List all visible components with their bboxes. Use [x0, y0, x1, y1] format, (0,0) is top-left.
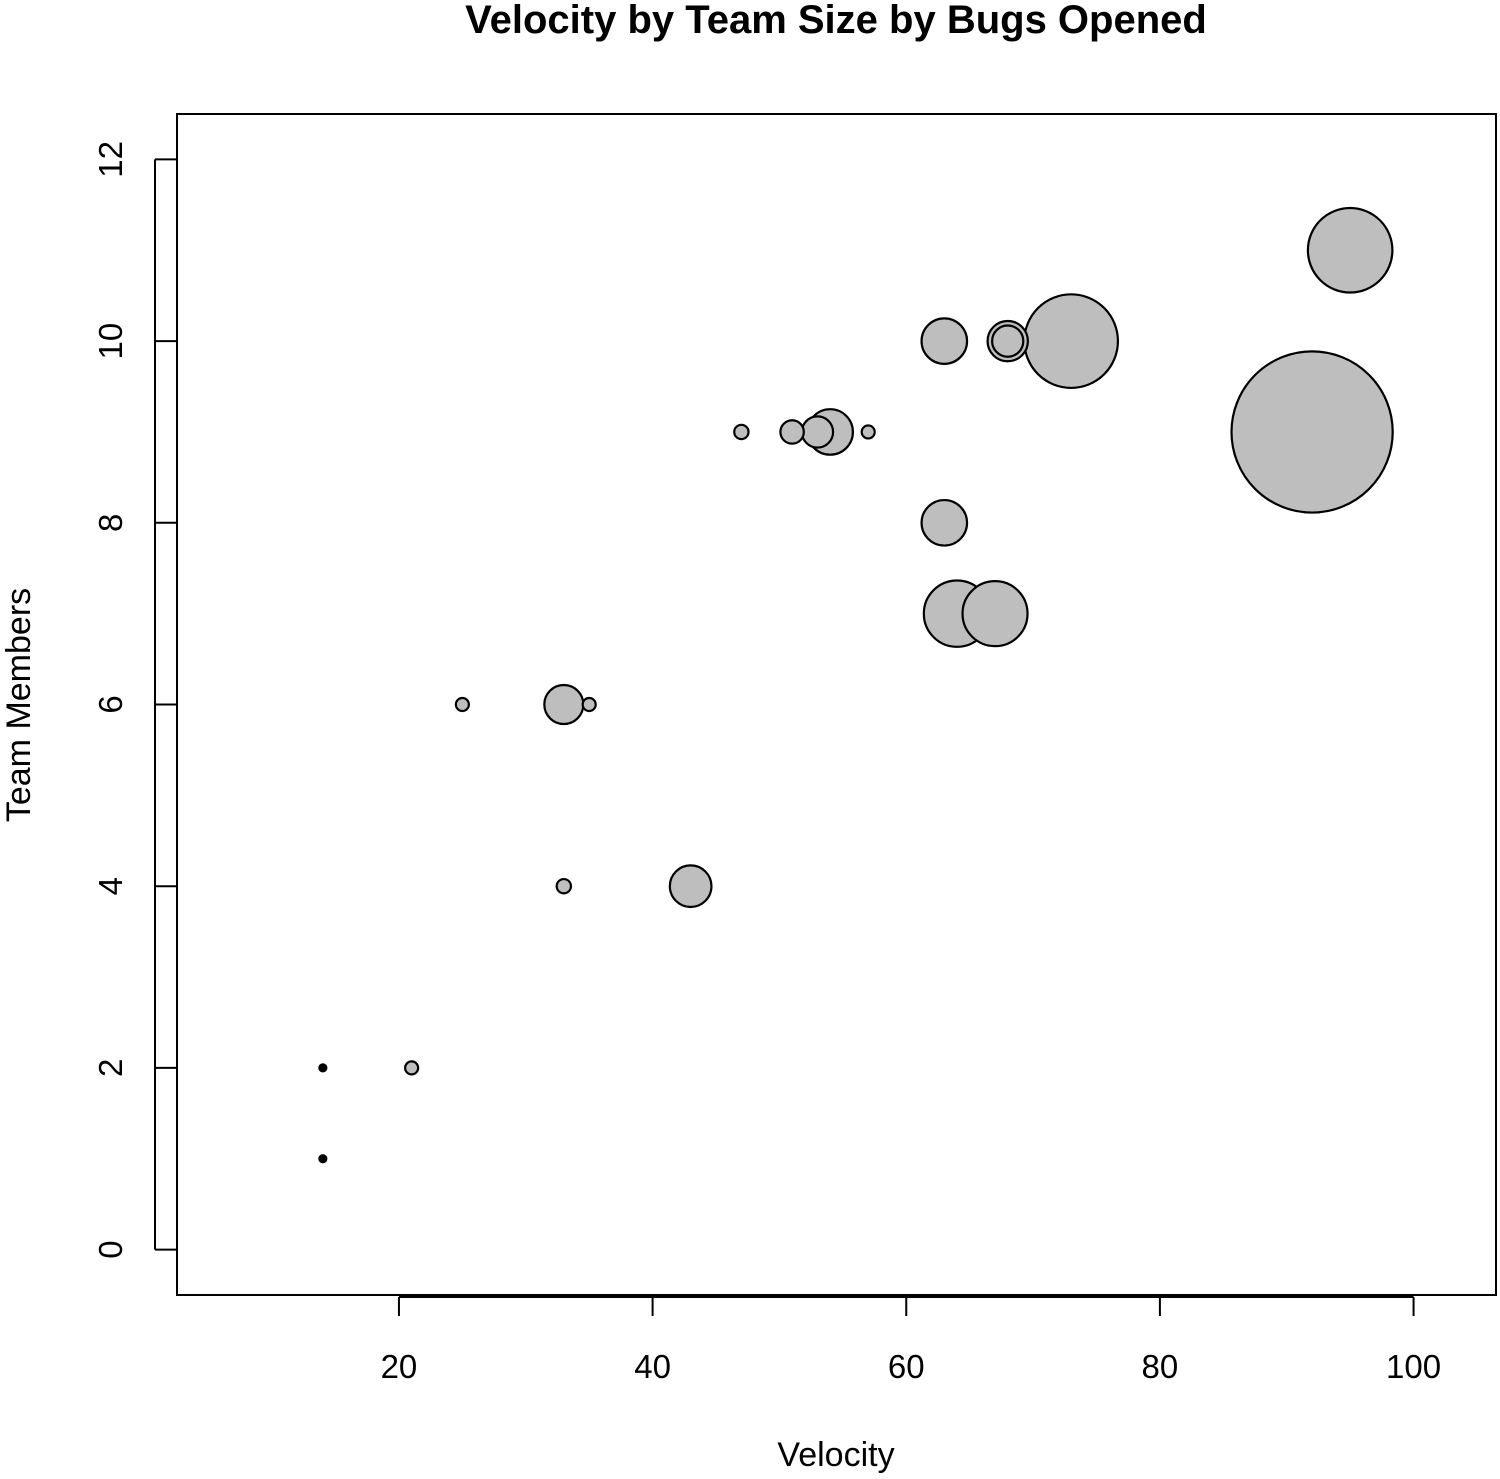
- x-tick-label: 20: [381, 1348, 418, 1385]
- y-axis-label: Team Members: [0, 588, 38, 822]
- x-tick-label: 60: [888, 1348, 925, 1385]
- bubble-point: [404, 1060, 420, 1076]
- bubble-point: [1230, 350, 1394, 514]
- bubble-point: [318, 1154, 328, 1164]
- y-axis: 0 2 4 6 8 10 12: [92, 141, 177, 1259]
- y-tick-label: 4: [92, 877, 129, 895]
- y-tick-label: 2: [92, 1059, 129, 1077]
- y-tick-label: 12: [92, 141, 129, 178]
- bubble-point: [920, 498, 969, 547]
- bubble-point: [581, 696, 597, 713]
- bubble-series: [318, 206, 1394, 1164]
- x-tick-label: 100: [1386, 1348, 1441, 1385]
- bubble-point: [668, 864, 713, 909]
- bubble-point: [733, 423, 750, 441]
- bubble-point: [920, 317, 969, 365]
- bubble-point: [454, 696, 470, 713]
- bubble-point: [860, 424, 876, 440]
- bubble-point: [800, 415, 835, 449]
- y-tick-label: 8: [92, 514, 129, 532]
- bubble-point: [543, 683, 585, 726]
- bubble-point: [1023, 293, 1120, 390]
- bubble-point: [991, 324, 1025, 358]
- x-axis-label: Velocity: [777, 1436, 894, 1474]
- y-tick-label: 10: [92, 323, 129, 360]
- x-axis: 20 40 60 80 100: [381, 1296, 1441, 1385]
- plot-area-frame: [176, 113, 1497, 1296]
- chart-title: Velocity by Team Size by Bugs Opened: [465, 0, 1207, 42]
- bubble-point: [555, 877, 573, 895]
- bubble-point: [1306, 206, 1394, 294]
- bubble-point: [961, 580, 1029, 648]
- x-tick-label: 40: [634, 1348, 671, 1385]
- y-tick-label: 0: [92, 1240, 129, 1258]
- y-tick-label: 6: [92, 695, 129, 713]
- bubble-point: [779, 419, 805, 445]
- x-tick-label: 80: [1142, 1348, 1179, 1385]
- bubble-point: [318, 1063, 328, 1073]
